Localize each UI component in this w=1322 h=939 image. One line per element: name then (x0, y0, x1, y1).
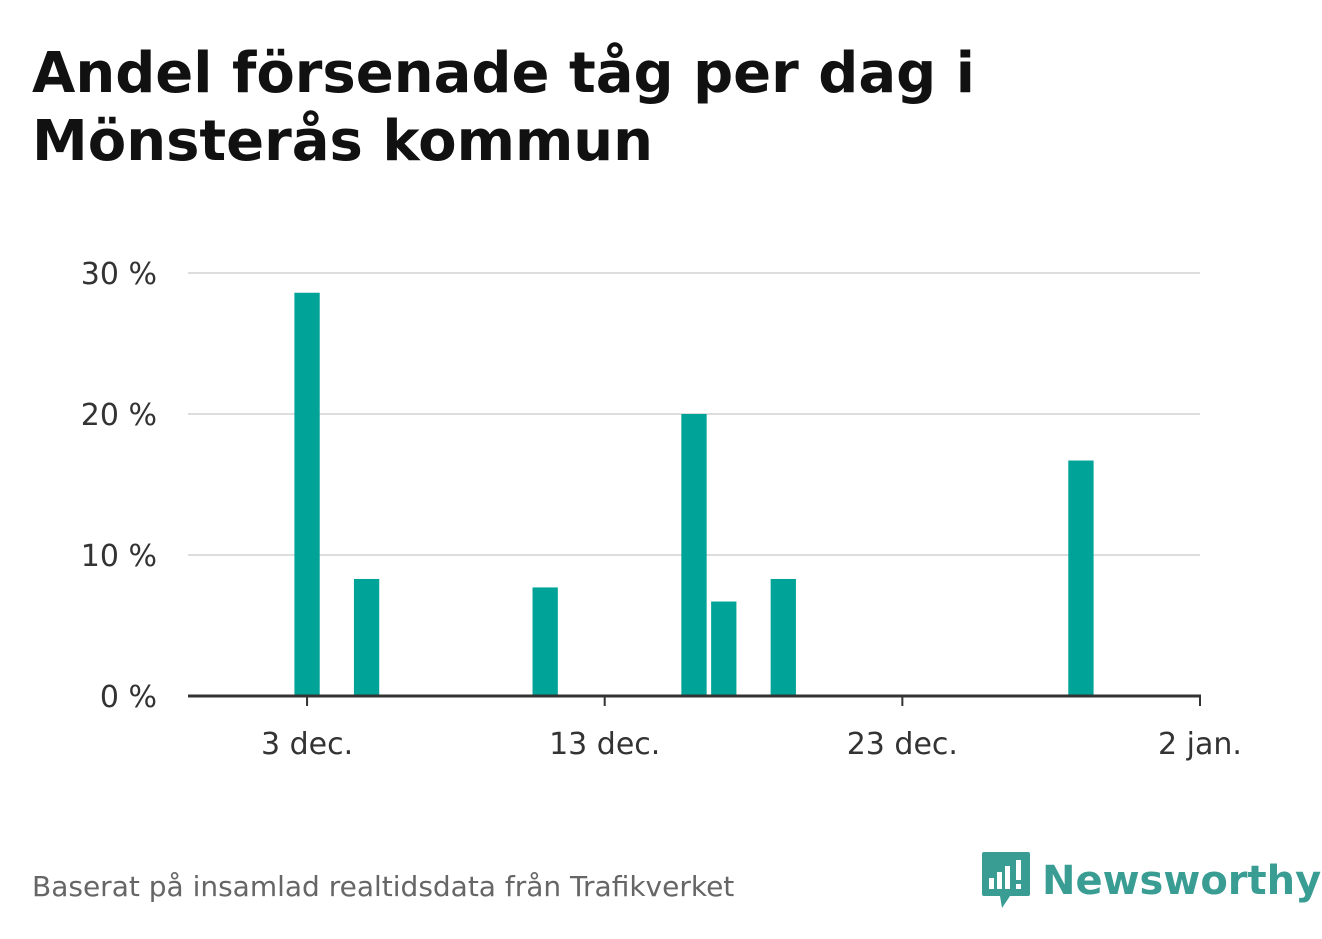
brand-name: Newsworthy (1042, 858, 1322, 904)
x-tick-label: 2 jan. (1158, 727, 1242, 762)
x-tick-label: 23 dec. (847, 727, 958, 762)
x-axis: 3 dec. 13 dec. 23 dec. 2 jan. (188, 694, 1242, 762)
bar (532, 587, 558, 696)
y-tick-label: 20 % (81, 398, 157, 433)
y-tick-label: 10 % (81, 539, 157, 574)
bar (353, 578, 380, 696)
chart-title: Andel försenade tåg per dag i Mönsterås … (32, 40, 1132, 176)
source-note: Baserat på insamlad realtidsdata från Tr… (32, 870, 735, 903)
chart-title-line-1: Andel försenade tåg per dag i (32, 41, 975, 106)
bar (681, 414, 707, 696)
bar (1068, 460, 1094, 696)
y-axis-labels: 0 % 10 % 20 % 30 % (81, 257, 157, 715)
bars (294, 292, 1094, 696)
y-tick-label: 30 % (81, 257, 157, 292)
bar (770, 578, 796, 696)
bar-chart-speech-bubble-icon (982, 852, 1030, 908)
brand-logo: Newsworthy (980, 850, 1321, 912)
bar-chart: 0 % 10 % 20 % 30 % 3 dec. 13 dec. 23 dec. 2 ja… (81, 257, 1242, 762)
bar (294, 292, 320, 696)
chart-title-line-2: Mönsterås kommun (32, 109, 654, 174)
x-tick-label: 3 dec. (261, 727, 353, 762)
x-tick-label: 13 dec. (549, 727, 660, 762)
bar (711, 601, 737, 696)
y-tick-label: 0 % (100, 680, 157, 715)
